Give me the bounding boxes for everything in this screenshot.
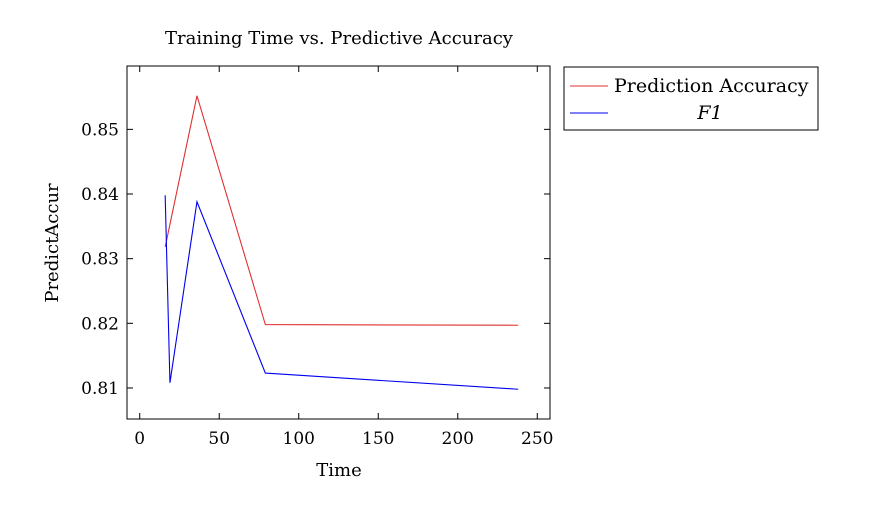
y-tick-label: 0.85: [81, 120, 119, 140]
x-tick-label: 150: [362, 429, 394, 449]
chart-title: Training Time vs. Predictive Accuracy: [165, 28, 514, 49]
x-tick-label: 0: [134, 429, 145, 449]
x-axis-label: Time: [316, 460, 361, 481]
legend-label-f1: F1: [696, 102, 722, 124]
legend-label-prediction-accuracy: Prediction Accuracy: [614, 75, 809, 97]
plot-frame: [126, 65, 551, 420]
x-axis: 0 50 100 150 200 250: [134, 66, 554, 449]
y-axis-label: PredictAccur: [42, 183, 63, 303]
plot-area: 0 50 100 150 200 250 0.81 0.82 0.83 0.84 0.85: [81, 65, 554, 449]
series-line-f1: [164, 195, 519, 390]
y-tick-label: 0.82: [81, 314, 119, 334]
y-tick-label: 0.81: [81, 379, 119, 399]
series-line-prediction-accuracy: [164, 95, 519, 326]
y-tick-label: 0.84: [81, 185, 119, 205]
x-tick-label: 100: [283, 429, 315, 449]
y-tick-label: 0.83: [81, 250, 119, 270]
x-tick-label: 200: [442, 429, 474, 449]
x-tick-label: 250: [521, 429, 553, 449]
legend-box: [563, 66, 819, 131]
x-tick-label: 50: [208, 429, 230, 449]
y-axis: 0.81 0.82 0.83 0.84 0.85: [81, 120, 550, 399]
legend: Prediction Accuracy F1: [563, 66, 819, 131]
series-lines: [164, 95, 519, 390]
